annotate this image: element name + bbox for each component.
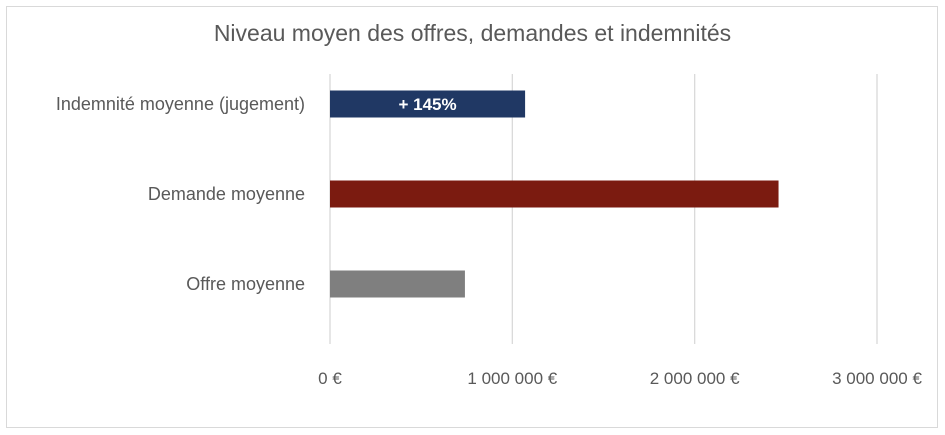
chart-title: Niveau moyen des offres, demandes et ind…: [213, 20, 732, 46]
bar-1: [330, 180, 779, 208]
bar-2: [330, 270, 465, 298]
category-label-0: Indemnité moyenne (jugement): [56, 94, 305, 114]
chart-frame: [6, 6, 938, 428]
bar-0: [330, 90, 526, 118]
x-tick-label-1: 1 000 000 €: [467, 369, 557, 388]
x-tick-label-2: 2 000 000 €: [650, 369, 740, 388]
x-tick-label-0: 0 €: [318, 369, 342, 388]
category-label-2: Offre moyenne: [186, 274, 305, 294]
category-label-1: Demande moyenne: [148, 184, 305, 204]
x-tick-label-3: 3 000 000 €: [832, 369, 922, 388]
data-label-0: + 145%: [398, 95, 456, 114]
